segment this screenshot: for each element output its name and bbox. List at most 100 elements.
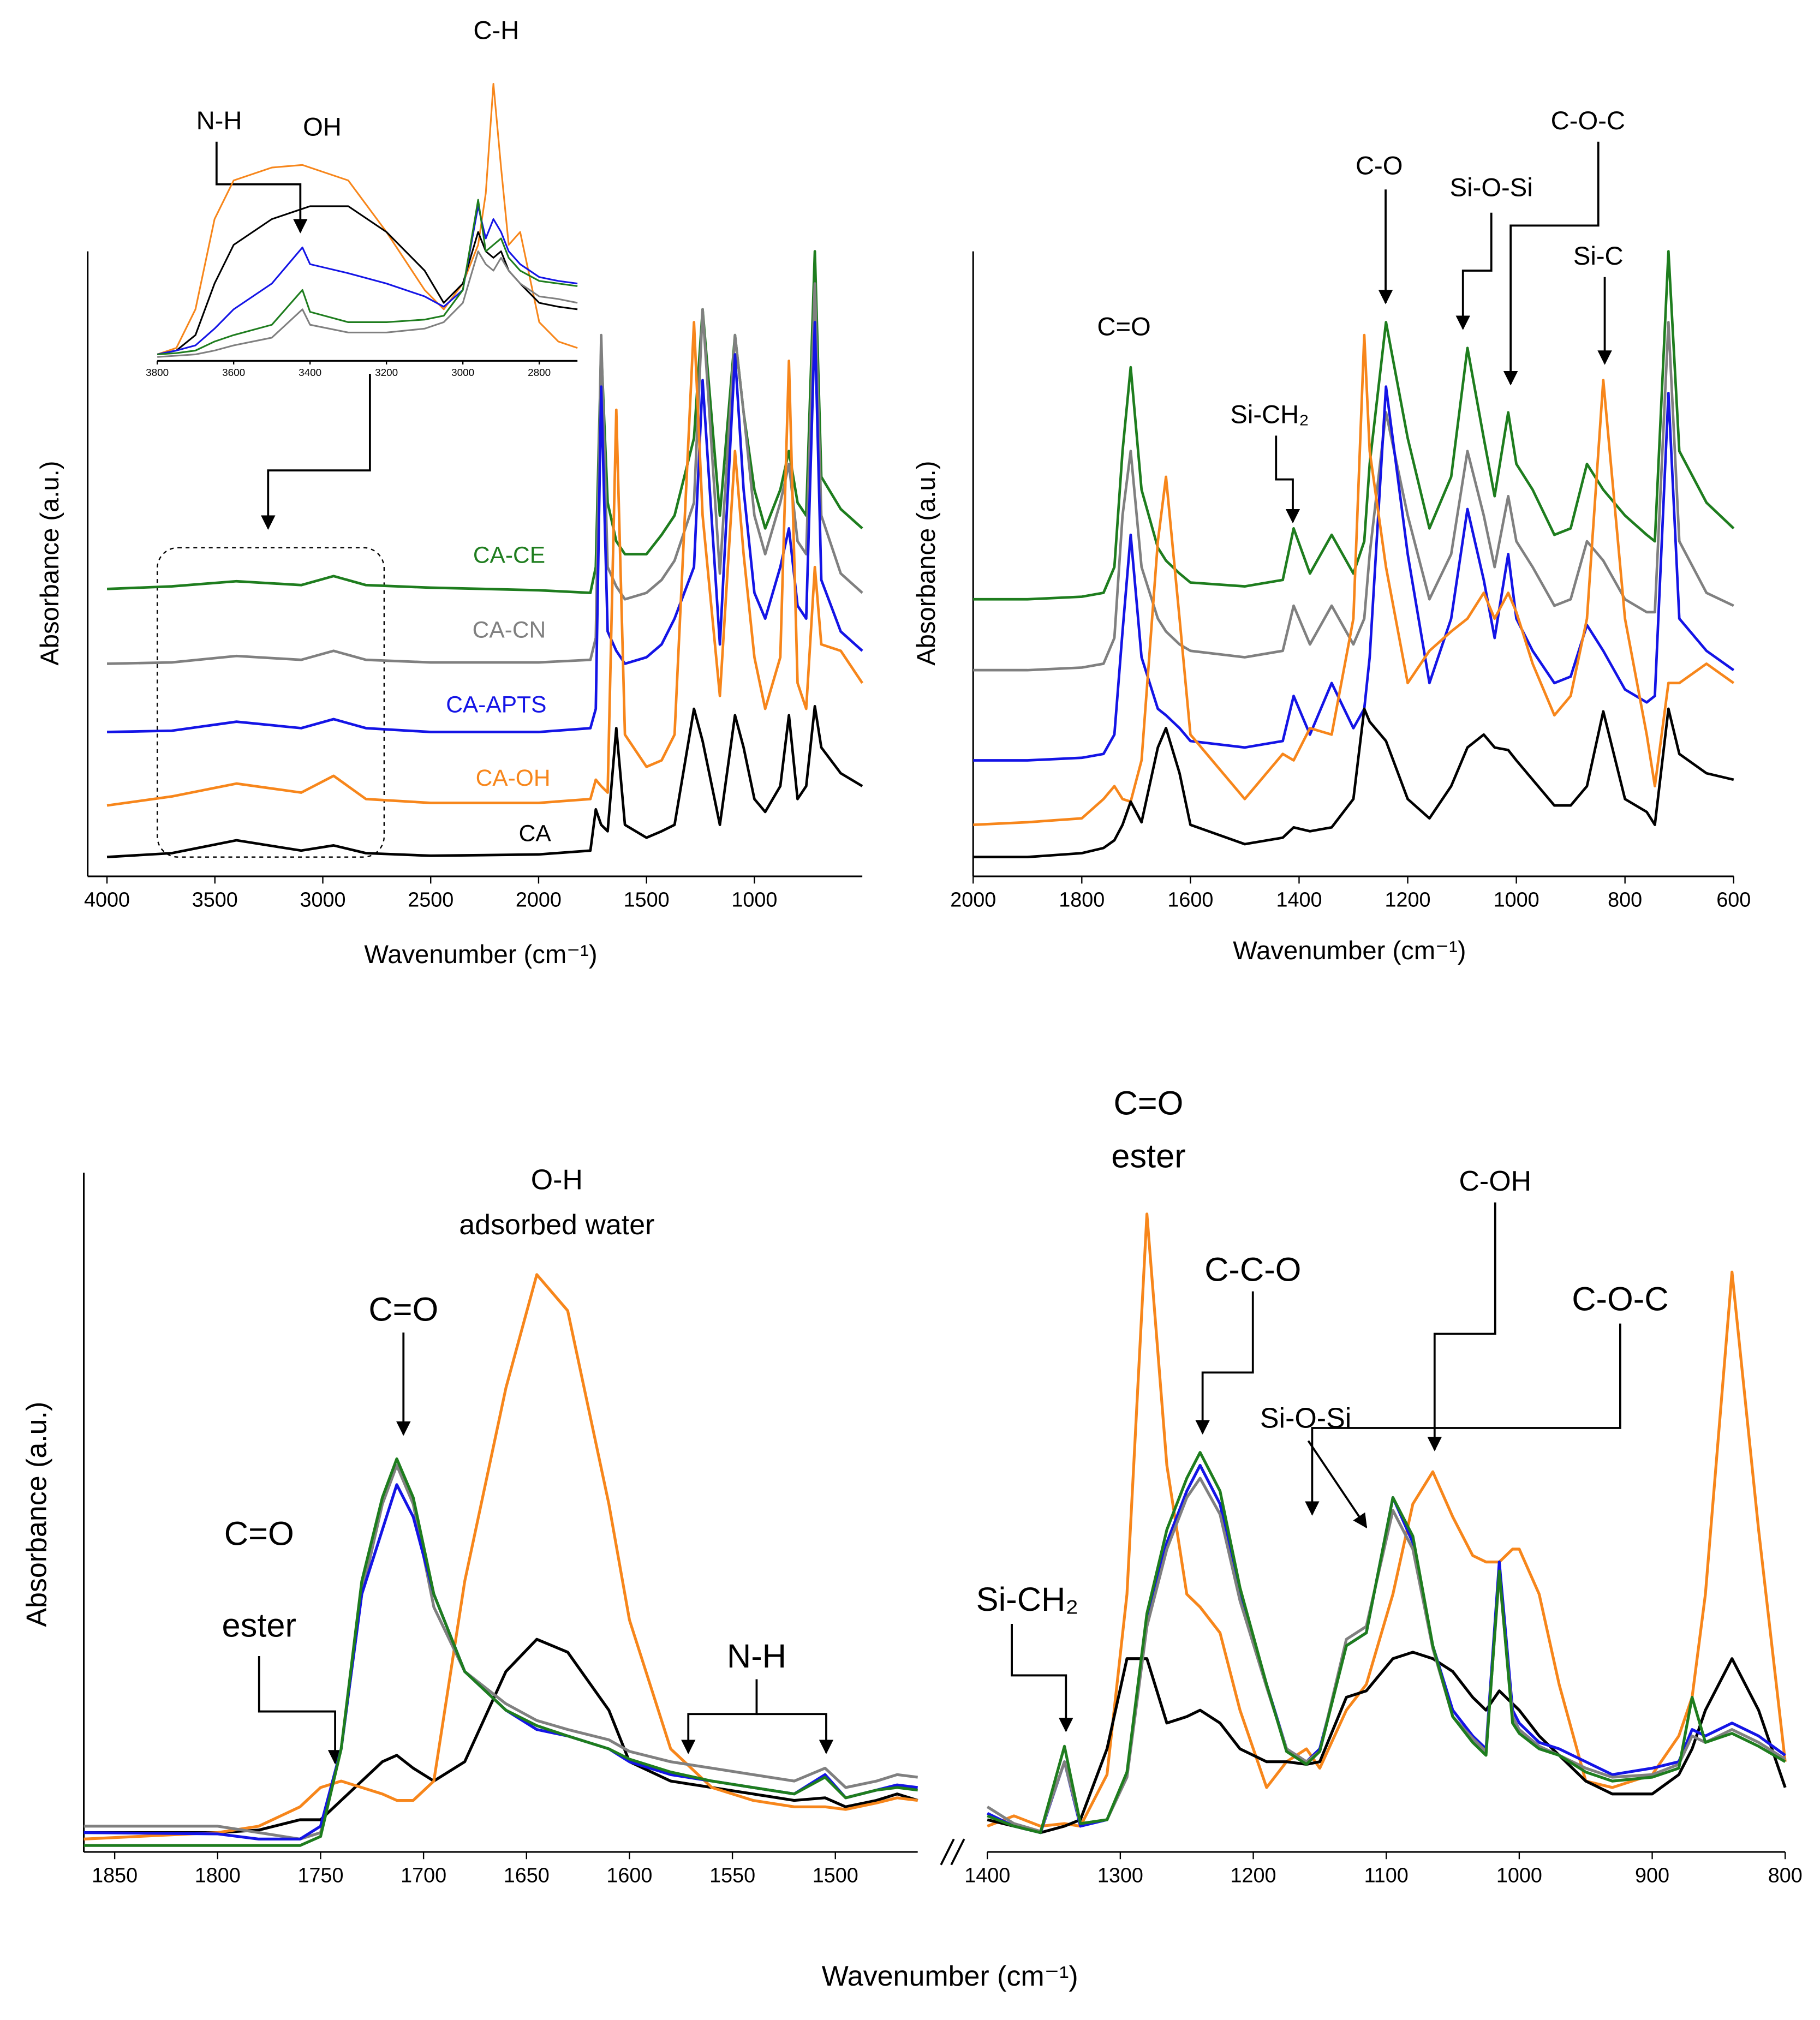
x-tick-label: 1000 bbox=[731, 888, 777, 911]
x-tick-label: 1800 bbox=[1059, 888, 1105, 911]
x-tick-label: 1700 bbox=[401, 1864, 446, 1887]
x-tick-label: 1850 bbox=[92, 1864, 138, 1887]
annotation: Si-CH₂ bbox=[976, 1581, 1079, 1618]
series-label: CA-CE bbox=[473, 543, 545, 569]
annotation-arrow bbox=[215, 141, 308, 234]
series-label: CA-APTS bbox=[446, 692, 546, 718]
x-tick-label: 3000 bbox=[300, 888, 345, 911]
spectrum-line bbox=[83, 1273, 918, 1840]
x-tick-label: 3200 bbox=[375, 367, 398, 379]
spectrum-line bbox=[973, 321, 1734, 672]
y-axis-label: Absorbance (a.u.) bbox=[912, 461, 941, 665]
series-label: CA bbox=[519, 821, 552, 847]
x-tick-label: 1300 bbox=[1097, 1864, 1143, 1887]
x-tick-label: 2500 bbox=[408, 888, 453, 911]
series-label: CA-OH bbox=[476, 766, 551, 791]
annotation: OH bbox=[303, 113, 342, 142]
annotation: N-H bbox=[727, 1637, 786, 1675]
x-tick-label: 1500 bbox=[813, 1864, 858, 1887]
x-tick-label: 1000 bbox=[1494, 888, 1539, 911]
x-tick-label: 1200 bbox=[1231, 1864, 1276, 1887]
annotation-arrow bbox=[1305, 1323, 1621, 1516]
spectrum-line bbox=[973, 707, 1734, 859]
y-axis-label: Absorbance (a.u.) bbox=[35, 461, 64, 665]
x-tick-label: 2000 bbox=[516, 888, 562, 911]
spectrum-line bbox=[83, 1483, 918, 1840]
spectrum-line bbox=[107, 282, 863, 665]
annotation-arrow bbox=[258, 1656, 343, 1765]
x-tick-label: 1600 bbox=[606, 1864, 652, 1887]
x-tick-label: 1750 bbox=[297, 1864, 343, 1887]
series-label: CA-CN bbox=[473, 618, 546, 643]
x-tick-label: 1600 bbox=[1167, 888, 1213, 911]
annotation: C-O-C bbox=[1551, 106, 1625, 135]
spectrum-line bbox=[106, 321, 864, 807]
x-tick-label: 600 bbox=[1716, 888, 1751, 911]
x-axis-label: Wavenumber (cm⁻¹) bbox=[822, 1961, 1078, 1992]
annotation: C=O bbox=[224, 1515, 294, 1553]
annotation: ester bbox=[222, 1606, 296, 1644]
annotation-arrow bbox=[1455, 212, 1493, 330]
x-tick-label: 1550 bbox=[709, 1864, 755, 1887]
zoom-arrow bbox=[261, 373, 371, 530]
annotation-arrow bbox=[1195, 1291, 1254, 1435]
x-tick-label: 1650 bbox=[504, 1864, 550, 1887]
x-tick-label: 2800 bbox=[528, 367, 551, 379]
annotation: C-O-C bbox=[1572, 1281, 1668, 1318]
annotation-arrow bbox=[1011, 1623, 1073, 1732]
annotation: O-H bbox=[531, 1164, 583, 1196]
spectrum-line bbox=[157, 250, 578, 358]
spectrum-line bbox=[106, 704, 863, 859]
annotation-arrow bbox=[756, 1713, 834, 1754]
annotation: C-O bbox=[1356, 152, 1403, 181]
spectrum-line bbox=[157, 82, 578, 355]
x-tick-label: 2000 bbox=[950, 888, 996, 911]
spectrum-line bbox=[973, 333, 1735, 826]
x-tick-label: 1400 bbox=[964, 1864, 1010, 1887]
x-axis-label: Wavenumber (cm⁻¹) bbox=[1233, 936, 1466, 965]
x-tick-label: 3600 bbox=[222, 367, 245, 379]
annotation: adsorbed water bbox=[459, 1209, 654, 1241]
x-tick-label: 1000 bbox=[1496, 1864, 1542, 1887]
annotation-arrow bbox=[1275, 435, 1300, 524]
annotation-arrow bbox=[1427, 1202, 1496, 1451]
x-tick-label: 3000 bbox=[451, 367, 474, 379]
x-tick-label: 3500 bbox=[192, 888, 238, 911]
spectrum-line bbox=[973, 385, 1735, 762]
annotation: C-H bbox=[473, 16, 519, 45]
spectrum-line bbox=[106, 250, 863, 594]
zoom-box bbox=[156, 547, 385, 858]
annotation: C=O bbox=[1097, 313, 1150, 342]
spectrum-line bbox=[987, 1451, 1786, 1834]
x-tick-label: 4000 bbox=[84, 888, 130, 911]
spectrum-line bbox=[973, 250, 1735, 601]
annotation: Si-CH₂ bbox=[1230, 400, 1309, 429]
annotation: Si-O-Si bbox=[1450, 174, 1533, 202]
annotation: N-H bbox=[196, 106, 242, 135]
x-tick-label: 800 bbox=[1768, 1864, 1803, 1887]
x-tick-label: 1800 bbox=[195, 1864, 241, 1887]
spectrum-line bbox=[83, 1457, 918, 1847]
spectrum-line bbox=[987, 1651, 1787, 1834]
x-tick-label: 3400 bbox=[299, 367, 321, 379]
spectrum-line bbox=[157, 205, 578, 356]
y-axis-label: Absorbance (a.u.) bbox=[21, 1402, 53, 1627]
annotation: C=O bbox=[1113, 1085, 1183, 1122]
spectrum-line bbox=[157, 199, 578, 356]
annotation: C-OH bbox=[1459, 1166, 1531, 1197]
annotation-arrow bbox=[1503, 141, 1600, 386]
annotation: C=O bbox=[368, 1291, 438, 1329]
x-tick-label: 1100 bbox=[1364, 1864, 1409, 1887]
x-tick-label: 1400 bbox=[1276, 888, 1322, 911]
x-tick-label: 800 bbox=[1608, 888, 1642, 911]
annotation: C-C-O bbox=[1204, 1251, 1301, 1288]
annotation-arrow bbox=[1307, 1440, 1368, 1529]
x-tick-label: 3800 bbox=[146, 367, 169, 379]
annotation: Si-O-Si bbox=[1260, 1403, 1351, 1435]
x-tick-label: 900 bbox=[1635, 1864, 1669, 1887]
annotation-arrow bbox=[681, 1679, 758, 1754]
axis-break bbox=[940, 1838, 965, 1866]
annotation: Si-C bbox=[1573, 242, 1624, 271]
